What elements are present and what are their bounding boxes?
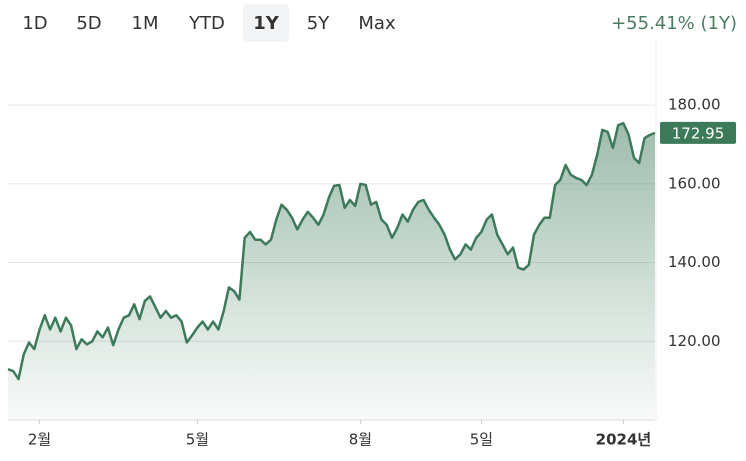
range-button[interactable]: 1D (22, 13, 47, 34)
y-tick-label: 120.00 (668, 332, 721, 350)
range-label: YTD (188, 13, 225, 34)
x-tick-label: 2024년 (596, 431, 652, 449)
range-button[interactable]: 5D (76, 13, 101, 34)
range-button[interactable]: 5Y (307, 13, 330, 34)
price-label: 172.95 (672, 124, 725, 142)
range-label: 5Y (307, 13, 330, 34)
x-tick-label: 5월 (186, 431, 209, 449)
range-button[interactable]: 1M (132, 13, 159, 34)
line (7, 121, 656, 381)
range-label: Max (358, 13, 396, 34)
x-tick-label: 8월 (349, 431, 372, 449)
y-tick-label: 160.00 (668, 174, 721, 192)
range-button[interactable]: 1Y (243, 4, 289, 42)
range-label: 1D (22, 13, 47, 34)
range-button-bg (243, 4, 289, 42)
range-label: 5D (76, 13, 101, 34)
x-tick-label: 2월 (28, 431, 51, 449)
range-label: 1M (132, 13, 159, 34)
x-tick-label: 5일 (470, 431, 493, 449)
change-label: +55.41% (1Y) (611, 13, 737, 34)
price-box (660, 121, 736, 144)
area (8, 123, 655, 420)
y-tick-label: 180.00 (668, 96, 721, 114)
y-tick-label: 140.00 (668, 253, 721, 271)
range-button[interactable]: Max (358, 13, 396, 34)
range-button[interactable]: YTD (188, 13, 225, 34)
range-label: 1Y (253, 13, 280, 34)
